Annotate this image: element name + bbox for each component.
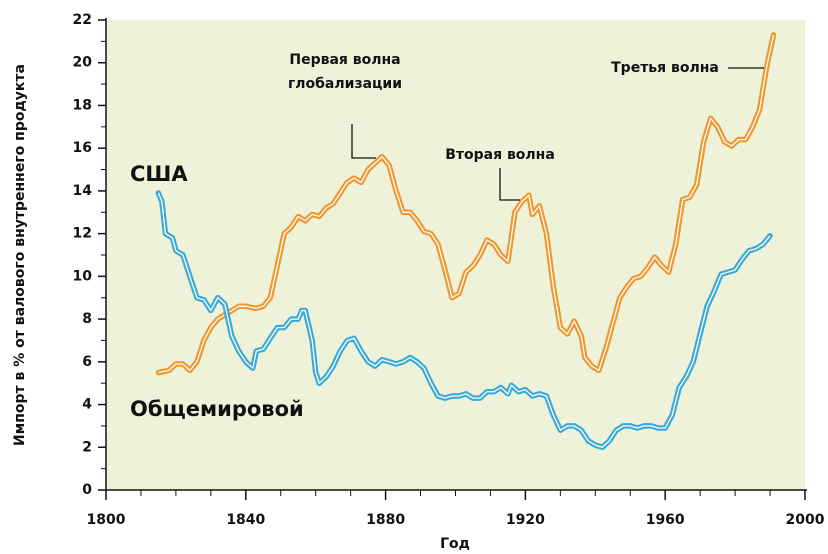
x-tick-label: 2000 [786, 512, 825, 528]
annotation-leader [351, 124, 376, 159]
y-tick-label: 18 [73, 97, 92, 113]
y-tick-label: 8 [82, 311, 92, 327]
series-label: США [130, 162, 188, 186]
x-tick-label: 1840 [226, 512, 265, 528]
y-tick-label: 14 [73, 183, 93, 199]
x-tick-label: 1960 [646, 512, 685, 528]
y-tick-label: 10 [73, 268, 93, 284]
y-axis-label: Импорт в % от валового внутреннего проду… [12, 64, 28, 446]
y-tick-label: 0 [82, 482, 92, 498]
series-line-highlight [157, 192, 771, 448]
x-tick-label: 1800 [87, 512, 126, 528]
x-tick-label: 1880 [366, 512, 405, 528]
y-tick-label: 12 [73, 226, 92, 242]
y-tick-label: 2 [82, 439, 92, 455]
series-label: Общемировой [130, 397, 304, 421]
y-tick-label: 4 [82, 397, 92, 413]
x-tick-label: 1920 [506, 512, 545, 528]
y-tick-label: 16 [73, 140, 92, 156]
plot-background [106, 20, 805, 490]
annotation: Третья волна [611, 60, 719, 76]
annotation: глобализации [288, 76, 402, 92]
y-tick-label: 22 [73, 12, 92, 28]
y-tick-label: 6 [82, 354, 92, 370]
y-tick-label: 20 [73, 55, 93, 71]
annotation: Первая волна [289, 52, 400, 68]
series-line-highlight [158, 34, 775, 374]
annotation-leader [499, 168, 520, 201]
annotation: Вторая волна [445, 147, 555, 163]
x-axis-label: Год [440, 536, 470, 552]
